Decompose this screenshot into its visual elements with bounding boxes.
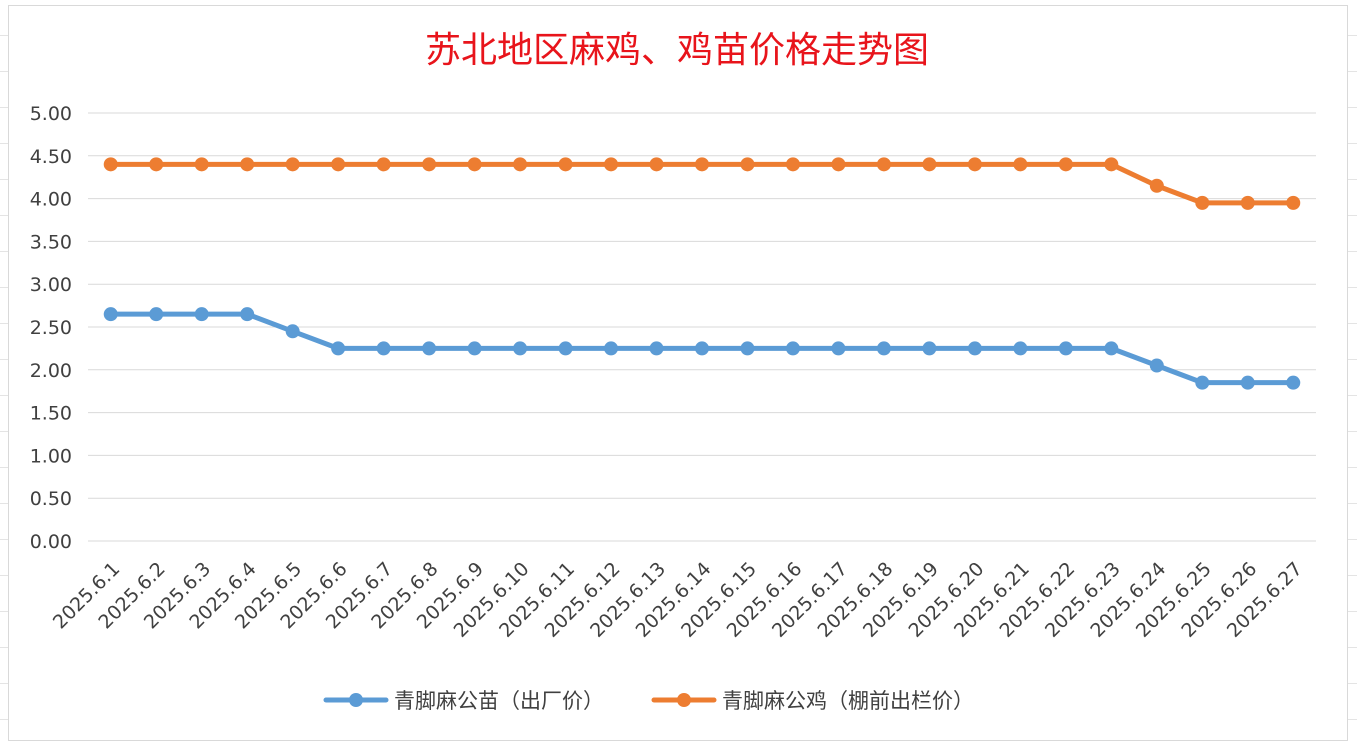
data-point (695, 341, 709, 356)
y-tick-label: 3.00 (30, 274, 72, 296)
legend-label-2: 青脚麻公鸡（棚前出栏价） (722, 689, 974, 713)
data-point (558, 157, 573, 172)
y-tick-label: 4.00 (30, 189, 72, 211)
data-point (1104, 341, 1119, 356)
gridlines (88, 112, 1316, 542)
legend-marker-1 (349, 693, 363, 707)
y-tick-label: 1.50 (30, 403, 72, 425)
chart-title: 苏北地区麻鸡、鸡苗价格走势图 (425, 30, 929, 71)
y-tick-label: 2.00 (30, 360, 72, 382)
data-point (922, 157, 937, 172)
data-point (1058, 341, 1073, 356)
series-lines (103, 157, 1301, 390)
data-point (1058, 157, 1073, 172)
data-point (331, 341, 346, 356)
data-point (649, 157, 664, 172)
legend-marker-2 (677, 693, 691, 707)
data-point (467, 341, 482, 356)
data-point (331, 157, 346, 172)
data-point (785, 341, 800, 356)
data-point (604, 157, 619, 172)
data-point (240, 157, 255, 172)
data-point (604, 341, 619, 356)
y-tick-label: 4.50 (30, 146, 72, 168)
data-point (513, 341, 528, 356)
data-point (967, 341, 982, 356)
data-point (1240, 195, 1255, 210)
chart-area[interactable] (8, 5, 1348, 741)
data-point (1240, 375, 1255, 390)
data-point (285, 324, 300, 339)
data-point (1195, 375, 1210, 390)
data-point (1149, 358, 1164, 373)
data-point (1013, 341, 1028, 356)
data-point (194, 157, 209, 172)
y-tick-label: 5.00 (30, 103, 72, 125)
data-point (1286, 375, 1301, 390)
x-axis-labels: 2025.6.12025.6.22025.6.32025.6.42025.6.5… (49, 558, 1307, 642)
data-point (922, 341, 937, 356)
data-point (1104, 157, 1119, 172)
y-tick-label: 3.50 (30, 231, 72, 253)
data-point (240, 307, 255, 322)
data-point (285, 157, 300, 172)
data-point (422, 157, 437, 172)
data-point (967, 157, 982, 172)
data-point (149, 157, 164, 172)
data-point (467, 157, 482, 172)
data-point (831, 341, 846, 356)
data-point (876, 341, 891, 356)
data-point (649, 341, 664, 356)
y-tick-label: 0.00 (30, 531, 72, 553)
data-point (103, 157, 118, 172)
data-point (876, 157, 891, 172)
data-point (740, 157, 755, 172)
data-point (558, 341, 573, 356)
data-point (740, 341, 755, 356)
data-point (1013, 157, 1028, 172)
legend-label-1: 青脚麻公苗（出厂价） (394, 689, 604, 713)
data-point (376, 341, 391, 356)
data-point (149, 307, 164, 322)
y-tick-label: 0.50 (30, 488, 72, 510)
data-point (1149, 178, 1164, 193)
data-point (785, 157, 800, 172)
data-point (194, 307, 209, 322)
y-tick-label: 1.00 (30, 445, 72, 467)
data-point (513, 157, 528, 172)
data-point (695, 157, 709, 172)
data-point (831, 157, 846, 172)
data-point (376, 157, 391, 172)
y-tick-label: 2.50 (30, 317, 72, 339)
legend: 青脚麻公苗（出厂价） 青脚麻公鸡（棚前出栏价） (323, 689, 974, 713)
data-point (1286, 195, 1301, 210)
data-point (422, 341, 437, 356)
data-point (103, 307, 118, 322)
data-point (1195, 195, 1210, 210)
y-axis-labels: 0.00 0.50 1.00 1.50 2.00 2.50 3.00 3.50 4.00 4.50… (30, 103, 72, 553)
